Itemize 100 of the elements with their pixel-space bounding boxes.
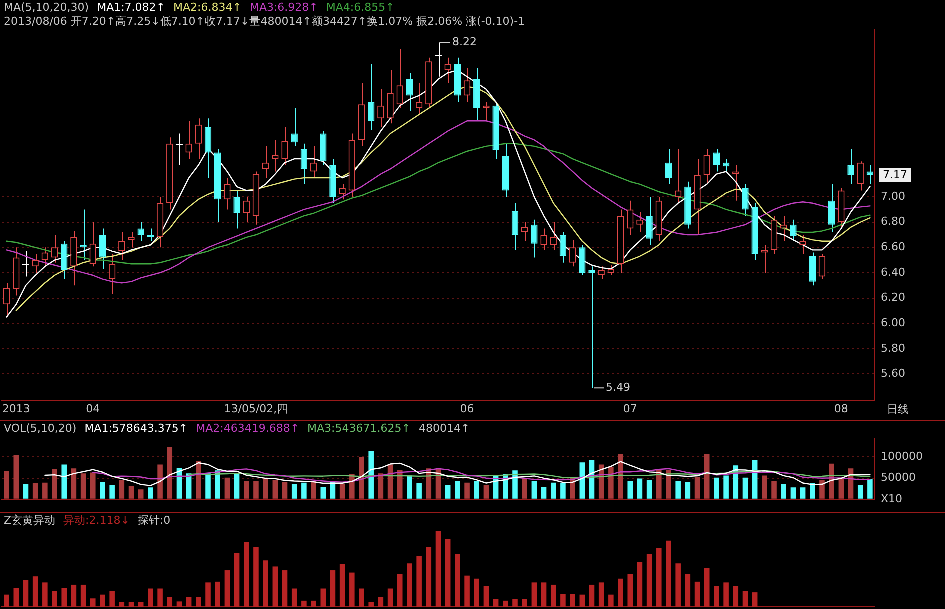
bar xyxy=(359,457,364,499)
bar xyxy=(196,597,202,607)
x-tick-label: 07 xyxy=(623,402,638,416)
bar xyxy=(436,531,442,607)
bar xyxy=(714,586,720,607)
bar xyxy=(397,574,403,607)
bar xyxy=(138,490,144,499)
bar xyxy=(484,485,490,499)
bar xyxy=(464,482,470,499)
text: MA1:7.082↑ xyxy=(97,1,166,15)
bar xyxy=(244,542,250,607)
candlestick xyxy=(368,64,375,130)
candlestick xyxy=(3,282,10,318)
candlestick xyxy=(195,118,202,160)
text: MA2:6.834↑ xyxy=(174,1,242,15)
x-tick-label: 13/05/02,四 xyxy=(224,402,288,416)
bar xyxy=(800,488,806,499)
bar xyxy=(512,599,518,607)
x-tick-label: 06 xyxy=(460,402,474,416)
bar xyxy=(541,487,547,499)
bar xyxy=(148,488,154,499)
bar xyxy=(781,484,786,499)
bar xyxy=(340,484,346,499)
chart-title: VOL(5,10,20) xyxy=(4,422,77,436)
candlestick xyxy=(22,250,30,278)
bar xyxy=(790,488,796,499)
candlestick xyxy=(848,148,854,185)
candlestick xyxy=(300,143,308,185)
bar xyxy=(666,540,672,607)
bar xyxy=(742,591,748,607)
bar xyxy=(532,481,538,499)
bar xyxy=(14,455,20,499)
bar xyxy=(71,468,77,499)
bar xyxy=(637,562,643,607)
bar xyxy=(62,588,67,607)
candlestick xyxy=(761,244,768,274)
bar xyxy=(128,486,134,499)
bar xyxy=(455,481,460,499)
bar xyxy=(263,560,268,607)
bar xyxy=(407,476,412,499)
bar xyxy=(42,582,48,607)
candlestick xyxy=(818,254,826,280)
candlestick xyxy=(742,184,749,217)
bar xyxy=(474,481,480,499)
bar xyxy=(388,588,394,607)
bar xyxy=(416,556,422,607)
bar xyxy=(685,574,691,607)
bar xyxy=(186,597,192,607)
bar xyxy=(368,602,374,607)
bar xyxy=(359,588,364,607)
bar xyxy=(263,478,268,499)
candlestick xyxy=(608,264,615,276)
bar xyxy=(110,591,115,607)
bar xyxy=(694,582,700,607)
bar xyxy=(724,476,729,499)
bar xyxy=(320,487,326,499)
bar xyxy=(292,588,298,607)
candlestick xyxy=(588,266,596,389)
bar xyxy=(52,591,58,607)
bar xyxy=(234,474,240,499)
bar xyxy=(23,580,29,607)
bar xyxy=(733,586,739,607)
x-axis-title: 日线 xyxy=(887,403,909,416)
bar xyxy=(148,588,154,607)
bar xyxy=(464,576,470,607)
candlestick xyxy=(224,178,231,210)
bar xyxy=(666,470,672,499)
candlestick xyxy=(665,148,672,185)
bar xyxy=(445,485,451,499)
bar xyxy=(704,568,710,607)
bar xyxy=(330,570,336,607)
bar xyxy=(14,588,20,607)
candlestick xyxy=(674,148,682,204)
bar xyxy=(272,566,278,607)
bar xyxy=(694,477,700,499)
candlestick xyxy=(636,212,644,233)
bar xyxy=(598,582,604,607)
bar xyxy=(570,594,576,607)
candlestick xyxy=(406,72,414,112)
bar xyxy=(646,480,652,499)
bar xyxy=(206,582,211,607)
candlestick xyxy=(521,222,528,242)
candlestick xyxy=(99,228,106,270)
y-tick-label: 5.60 xyxy=(881,367,906,380)
bar xyxy=(772,481,777,499)
bar xyxy=(4,594,10,607)
bar xyxy=(32,483,38,499)
bar xyxy=(474,578,480,607)
chart-title: MA(5,10,20,30) xyxy=(4,1,90,15)
candlestick xyxy=(560,232,567,264)
candlestick xyxy=(704,148,710,185)
y-tick-label: 50000 xyxy=(881,471,916,484)
y-tick-label: 6.60 xyxy=(881,240,906,254)
bar xyxy=(762,476,768,499)
bar xyxy=(656,548,662,607)
bar xyxy=(206,474,211,499)
candlestick xyxy=(416,82,423,116)
candlestick xyxy=(828,184,836,233)
y-tick-label: 6.20 xyxy=(881,291,906,304)
y-tick-label: 6.80 xyxy=(881,215,906,228)
